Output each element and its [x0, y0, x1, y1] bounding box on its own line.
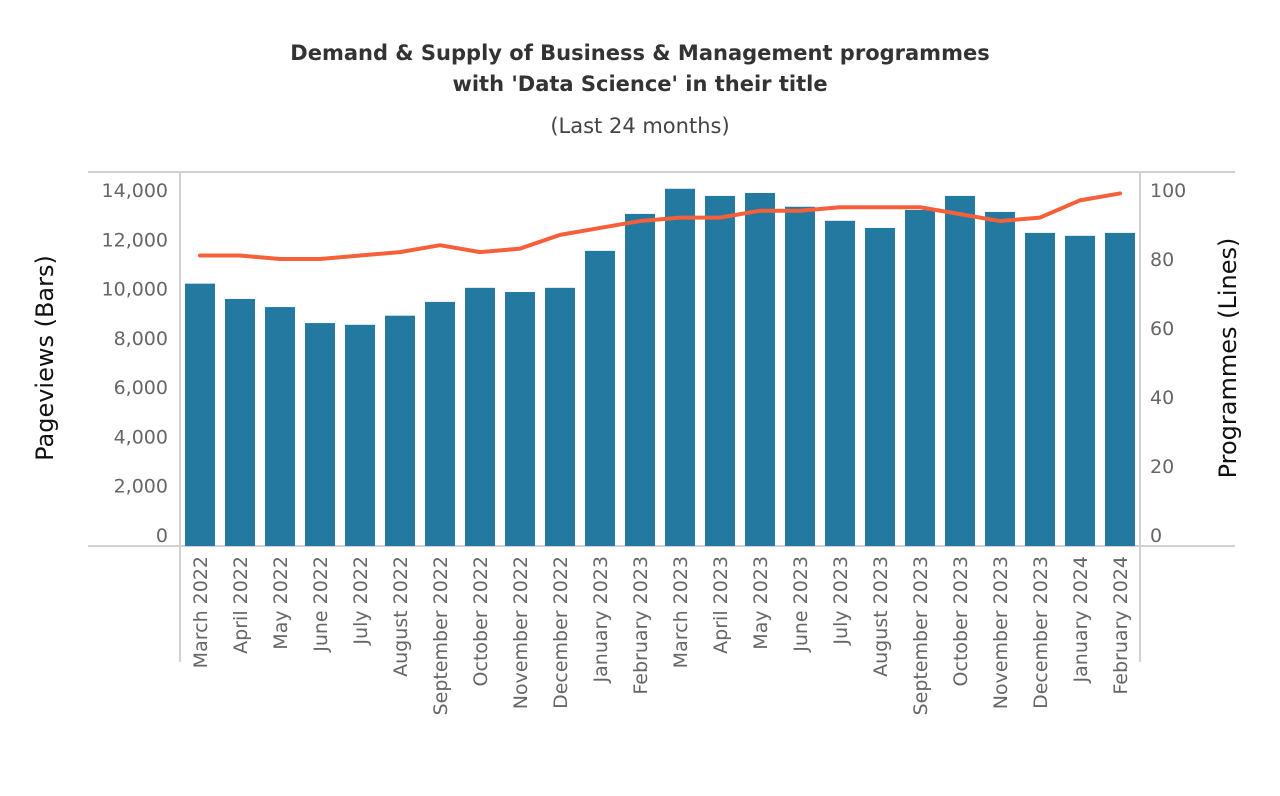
x-tick-label: August 2023: [870, 556, 892, 677]
bar: [465, 287, 495, 546]
bar: [345, 324, 375, 546]
bar: [825, 220, 855, 546]
x-tick-label: March 2023: [670, 556, 692, 668]
right-tick-label: 20: [1150, 456, 1174, 478]
chart-title-line1: Demand & Supply of Business & Management…: [290, 41, 990, 65]
x-tick-label: July 2023: [830, 556, 852, 646]
x-tick-label: February 2023: [630, 556, 652, 695]
x-tick-label: April 2023: [710, 556, 732, 654]
left-tick-label: 4,000: [114, 426, 168, 448]
bar: [705, 195, 735, 546]
x-tick-label: October 2022: [470, 556, 492, 686]
x-tick-label: December 2023: [1030, 556, 1052, 709]
right-tick-label: 80: [1150, 249, 1174, 271]
left-tick-label: 12,000: [102, 229, 168, 251]
x-tick-label: November 2023: [990, 556, 1012, 709]
bar: [305, 323, 335, 546]
right-tick-label: 60: [1150, 318, 1174, 340]
x-tick-label: June 2022: [310, 556, 332, 653]
bar: [785, 206, 815, 546]
left-tick-label: 14,000: [102, 180, 168, 202]
right-tick-label: 0: [1150, 525, 1162, 547]
programmes-line: [198, 191, 1122, 261]
bar: [265, 307, 295, 546]
bar: [505, 292, 535, 546]
left-tick-label: 0: [156, 525, 168, 547]
x-tick-label: June 2023: [790, 556, 812, 653]
bar: [1025, 232, 1055, 546]
x-tick-label: March 2022: [190, 556, 212, 668]
bar: [985, 211, 1015, 547]
right-tick-label: 100: [1150, 180, 1186, 202]
bar: [545, 287, 575, 546]
x-tick-label: July 2022: [350, 556, 372, 646]
bar: [1105, 232, 1135, 546]
x-tick-label: January 2023: [590, 556, 612, 683]
x-tick-label: October 2023: [950, 556, 972, 686]
right-axis-title: Programmes (Lines): [1214, 238, 1242, 479]
bar: [185, 283, 215, 546]
x-tick-label: February 2024: [1110, 556, 1132, 695]
bar: [225, 298, 255, 546]
chart-title-line2: with 'Data Science' in their title: [452, 72, 828, 96]
bar: [665, 188, 695, 546]
x-tick-label: September 2022: [430, 556, 452, 715]
x-tick-label: April 2022: [230, 556, 252, 654]
x-tick-label: November 2022: [510, 556, 532, 709]
x-tick-label: January 2024: [1070, 556, 1092, 683]
x-tick-label: December 2022: [550, 556, 572, 709]
bar: [1065, 235, 1095, 547]
x-tick-label: May 2022: [270, 556, 292, 650]
bar: [425, 301, 455, 546]
bar: [865, 227, 895, 546]
left-tick-label: 8,000: [114, 328, 168, 350]
bar: [905, 209, 935, 547]
bar: [585, 250, 615, 546]
x-tick-label: May 2023: [750, 556, 772, 650]
right-tick-label: 40: [1150, 387, 1174, 409]
left-tick-label: 2,000: [114, 476, 168, 498]
left-tick-label: 6,000: [114, 377, 168, 399]
left-tick-label: 10,000: [102, 279, 168, 301]
bar: [625, 213, 655, 546]
bar: [745, 192, 775, 546]
x-tick-label: September 2023: [910, 556, 932, 715]
left-axis-title: Pageviews (Bars): [31, 255, 59, 461]
bar: [945, 195, 975, 546]
x-tick-label: August 2022: [390, 556, 412, 677]
chart-subtitle: (Last 24 months): [550, 114, 730, 138]
bar: [385, 315, 415, 546]
